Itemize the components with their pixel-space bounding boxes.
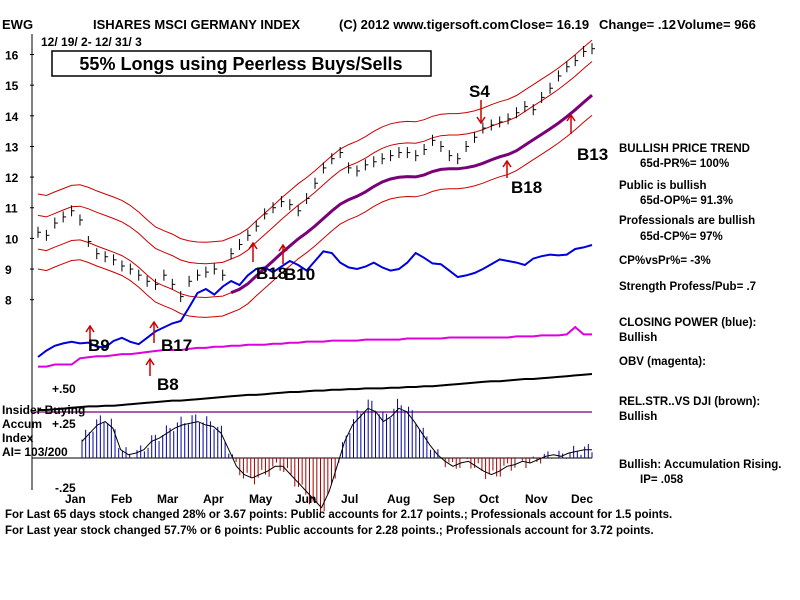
month-axis: Jan Feb Mar Apr May Jun Jul Aug Sep Oct Nov Dec: [65, 492, 593, 506]
sidebar-line-13: Bullish: Accumulation Rising.: [619, 459, 782, 471]
month-label: Oct: [479, 492, 499, 506]
month-label: Jun: [295, 492, 316, 506]
sidebar-line-1: 65d-PR%= 100%: [640, 158, 729, 170]
accum-label-accum: Accum: [2, 417, 42, 431]
sidebar-line-6: CP%vsPr%= -3%: [619, 255, 711, 267]
header-copyright: (C) 2012 www.tigersoft.com: [339, 17, 509, 32]
header-date-range: 12/ 19/ 2- 12/ 31/ 3: [41, 35, 142, 49]
price-y-tick-label: 10: [5, 232, 19, 246]
signal-label-b13: B13: [577, 145, 608, 164]
price-y-tick-label: 9: [5, 263, 12, 277]
header-volume: Volume= 966: [677, 17, 756, 32]
price-y-tick-label: 11: [5, 202, 18, 216]
signal-label-b9: B9: [88, 336, 110, 355]
signal-arrow-s4: [476, 100, 486, 125]
signal-label-b17: B17: [161, 336, 192, 355]
month-label: Nov: [525, 492, 548, 506]
accum-average-line: [81, 407, 592, 509]
header-close: Close= 16.19: [510, 17, 589, 32]
sidebar-line-11: REL.STR..VS DJI (brown):: [619, 396, 760, 408]
indicator-series: [37, 244, 593, 411]
header-name: ISHARES MSCI GERMANY INDEX: [93, 17, 300, 32]
price-y-axis: 8 9 10 11 12 13 14 15 16: [5, 49, 34, 308]
upper-band-outer: [37, 39, 593, 243]
sidebar-line-3: 65d-OP%= 91.3%: [640, 195, 733, 207]
month-label: May: [249, 492, 273, 506]
accum-label-plus25: +.25: [52, 417, 76, 431]
price-y-tick-label: 13: [5, 140, 19, 154]
banner-box: [51, 50, 432, 77]
month-label: Feb: [111, 492, 132, 506]
month-label: Dec: [571, 492, 593, 506]
signal-arrow-b18-late: [502, 159, 512, 178]
accum-label-plus50: +.50: [52, 382, 76, 396]
signal-label-b18-early: B18: [256, 264, 287, 283]
price-y-tick-label: 15: [5, 79, 19, 93]
sidebar-line-12: Bullish: [619, 411, 657, 423]
accum-label-insider: Insider Buying: [2, 403, 85, 417]
signal-arrow-b9: [85, 324, 95, 345]
signal-label-b10: B10: [284, 265, 315, 284]
footer-line-1: For Last year stock changed 57.7% or 6 p…: [5, 525, 654, 537]
accum-histogram: [81, 398, 593, 515]
month-label: Apr: [203, 492, 224, 506]
signal-label-s4: S4: [469, 82, 490, 101]
sidebar-line-7: Strength Profess/Pub= .7: [619, 281, 756, 293]
signal-arrow-b18-early: [248, 241, 258, 262]
price-y-tick-label: 8: [5, 294, 12, 308]
sidebar-line-8: CLOSING POWER (blue):: [619, 317, 756, 329]
sidebar-line-9: Bullish: [619, 332, 657, 344]
signal-arrow-b8: [145, 357, 155, 376]
sidebar-line-4: Professionals are bullish: [619, 215, 755, 227]
signal-arrow-b13: [566, 113, 576, 134]
price-y-tick-label: 14: [5, 110, 19, 124]
accum-label-ai: AI= 103/200: [2, 445, 68, 459]
rel-strength-line: [38, 373, 593, 411]
price-series: [37, 43, 595, 303]
month-label: Sep: [433, 492, 455, 506]
month-label: Jul: [341, 492, 358, 506]
obv-line: [38, 325, 592, 368]
accum-label-index: Index: [2, 431, 34, 445]
month-label: Jan: [65, 492, 86, 506]
signal-label-b18-late: B18: [511, 178, 542, 197]
accum-label-minus25: -.25: [55, 481, 76, 495]
sidebar-line-2: Public is bullish: [619, 180, 707, 192]
month-label: Aug: [387, 492, 410, 506]
signal-arrow-b17: [149, 320, 159, 343]
header-change: Change= .12: [599, 17, 676, 32]
signal-arrow-b10: [278, 243, 288, 264]
closing-power-line: [37, 244, 593, 358]
lower-band-outer: [37, 114, 593, 318]
sidebar-line-10: OBV (magenta):: [619, 356, 706, 368]
footer-line-0: For Last 65 days stock changed 28% or 3.…: [5, 509, 672, 521]
price-y-tick-label: 12: [5, 171, 19, 185]
sidebar-line-0: BULLISH PRICE TREND: [619, 143, 750, 155]
signal-label-b8: B8: [157, 375, 179, 394]
header-symbol: EWG: [2, 17, 33, 32]
sidebar-line-14: IP= .058: [640, 474, 684, 486]
moving-average-line: [230, 94, 593, 295]
sidebar-line-5: 65d-CP%= 97%: [640, 231, 723, 243]
banner-text: 55% Longs using Peerless Buys/Sells: [79, 54, 402, 74]
signal-arrows: [85, 100, 576, 376]
price-y-tick-label: 16: [5, 49, 19, 63]
month-label: Mar: [157, 492, 179, 506]
